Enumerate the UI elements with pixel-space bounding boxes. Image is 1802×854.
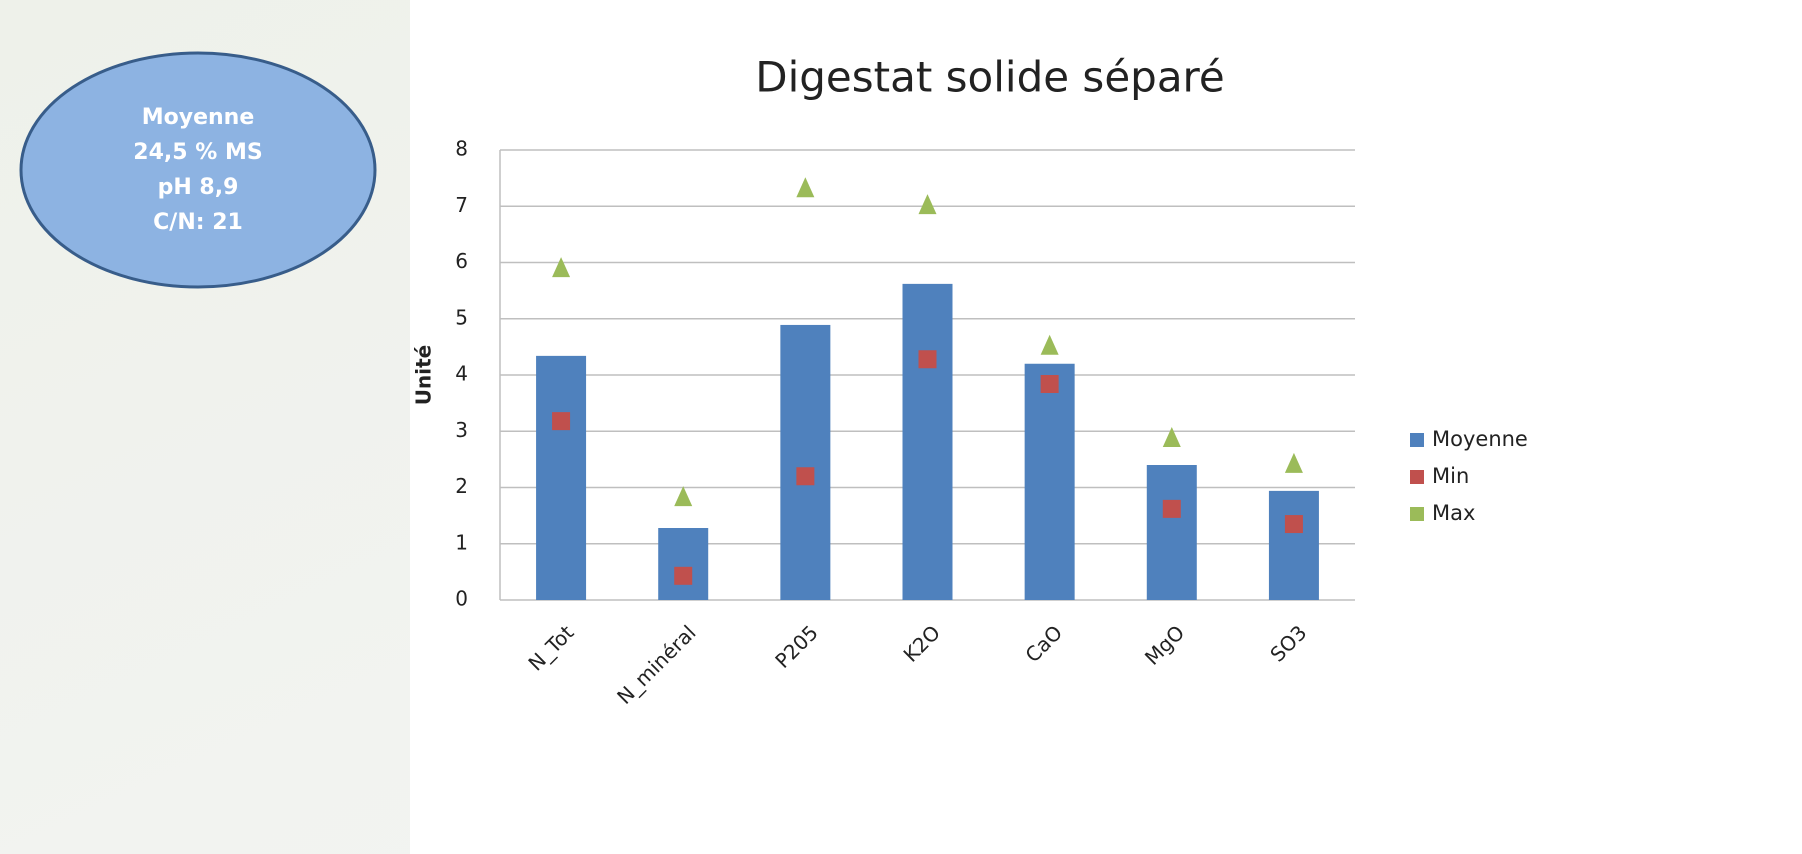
max-marker [918,194,937,215]
y-tick-label: 8 [455,137,468,161]
y-tick-label: 2 [455,474,468,498]
legend-label: Max [1432,501,1475,525]
bar [1024,363,1075,600]
min-marker [1162,499,1181,518]
annotation-line: Moyenne [142,105,255,130]
annotation-line: 24,5 % MS [133,140,262,165]
y-tick-label: 5 [455,305,468,329]
max-marker [1162,427,1181,447]
bar [658,528,709,600]
max-marker [552,257,571,278]
legend-label: Min [1432,464,1469,488]
bar [1268,490,1319,600]
min-marker [1040,375,1059,393]
legend-swatch [1410,507,1424,521]
chart-title: Digestat solide séparé [755,53,1225,102]
legend-label: Moyenne [1432,427,1528,451]
max-marker [796,177,815,198]
max-marker [1284,452,1303,473]
info-ellipse [19,51,377,289]
y-tick-label: 1 [455,530,468,554]
bar [536,355,587,600]
min-marker [552,412,571,431]
y-tick-label: 3 [455,418,468,442]
y-tick-label: 6 [455,249,468,273]
min-marker [1284,515,1303,534]
chart-area [410,0,1802,854]
bar [902,283,953,600]
legend-swatch [1410,470,1424,484]
min-marker [918,350,937,369]
y-tick-label: 0 [455,587,468,611]
bar [1146,465,1197,600]
y-tick-label: 7 [455,193,468,217]
legend-swatch [1410,433,1424,447]
max-marker [674,486,693,507]
bar [780,324,831,600]
annotation-line: pH 8,9 [158,175,239,200]
y-axis-label: Unité [412,345,436,405]
min-marker [796,467,815,486]
annotation-line: C/N: 21 [153,210,243,235]
y-tick-label: 4 [455,362,468,386]
max-marker [1040,334,1059,355]
min-marker [674,566,693,585]
